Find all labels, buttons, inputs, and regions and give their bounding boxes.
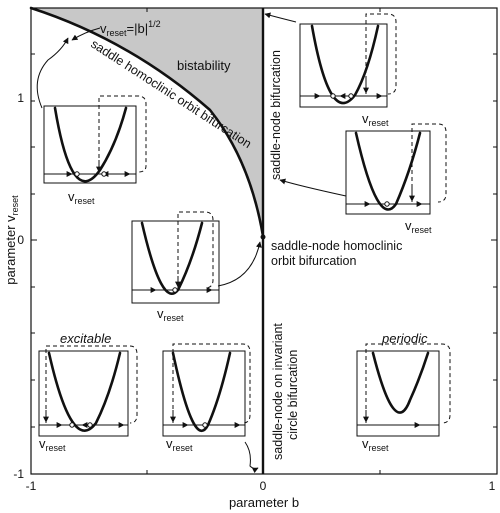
x-tick-label: -1 [26,479,37,493]
y-axis-label: parameter vreset [3,195,20,285]
inset-phase-portrait: vreset [299,13,397,128]
connector-arrow [264,12,297,23]
x-axis-label: parameter b [229,495,299,510]
svg-text:vreset: vreset [157,306,184,323]
equation-arrow [71,27,101,41]
saddle-homoclinic-curve [29,6,265,238]
curve-equation-label: vreset=|b|1/2 [100,19,161,38]
svg-text:vreset: vreset [362,111,389,128]
sn-homoclinic-label-2: orbit bifurcation [271,254,357,268]
connector-arrow [217,241,262,287]
x-tick-label: 1 [489,479,496,493]
sn-invariant-label-2: circle bifurcation [286,350,300,440]
svg-text:vreset: vreset [39,436,66,453]
y-tick-label: -1 [13,467,24,481]
connector-arrow [36,37,69,109]
sn-homoclinic-label-1: saddle-node homoclinic [271,239,402,253]
inset-phase-portrait: excitable vreset [38,331,138,453]
excitable-label: excitable [60,331,111,346]
y-tick-label: 0 [17,233,24,247]
periodic-label: periodic [381,331,428,346]
bistability-label: bistability [177,58,231,73]
svg-text:vreset: vreset [68,189,95,206]
saddle-node-top-label: saddle-node bifurcation [269,50,283,180]
sn-invariant-label-1: saddle-node on invariant [271,323,285,460]
y-tick-label: 1 [17,91,24,105]
inset-phase-portrait: vreset [162,343,251,453]
svg-text:vreset: vreset [166,436,193,453]
svg-text:vreset: vreset [405,218,432,235]
inset-phase-portrait: periodic vreset [356,331,451,453]
sn-homoclinic-point [260,234,266,240]
inset-phase-portrait: vreset [43,95,147,206]
x-tick-label: 0 [260,479,267,493]
connector-arrow [279,178,347,197]
svg-text:vreset: vreset [362,436,389,453]
bistability-region [31,8,263,236]
inset-phase-portrait: vreset [131,211,220,323]
connector-arrow [244,441,259,474]
inset-phase-portrait: vreset [345,123,447,235]
